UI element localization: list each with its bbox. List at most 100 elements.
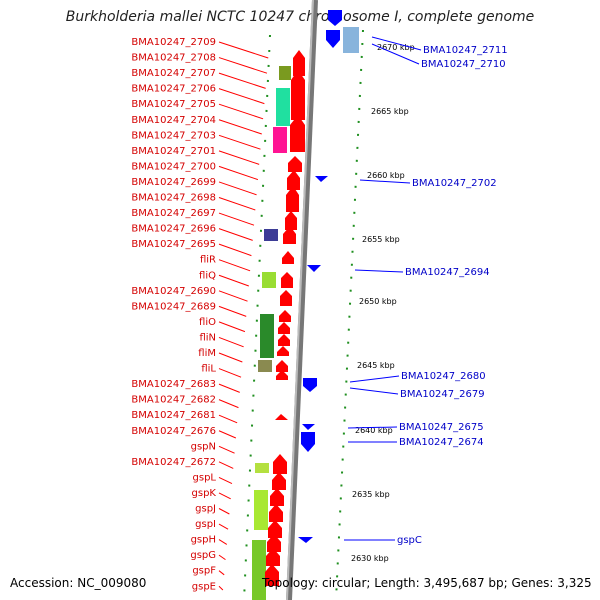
gene-label-leader xyxy=(218,212,255,226)
reverse-genes xyxy=(298,10,342,543)
gene-label-leader xyxy=(218,228,253,241)
gene-label-left: BMA10247_2696 xyxy=(131,224,216,235)
forward-gene xyxy=(273,454,287,474)
gene-label-leader xyxy=(218,259,251,272)
feature-bar xyxy=(276,88,290,126)
forward-gene xyxy=(279,310,291,322)
forward-gene xyxy=(267,534,281,552)
gene-label-leader xyxy=(218,41,269,59)
gene-label-left: fliL xyxy=(201,364,216,375)
gene-label-left: fliR xyxy=(200,255,216,266)
gene-label-leader xyxy=(218,383,240,393)
gene-label-left: fliO xyxy=(199,317,216,328)
reverse-gene xyxy=(302,424,315,430)
outer-guide xyxy=(335,29,364,600)
gene-label-leader xyxy=(218,508,230,515)
gene-label-leader xyxy=(218,103,264,120)
feature-bar xyxy=(262,272,276,288)
gene-label-leader xyxy=(371,43,420,65)
forward-gene xyxy=(276,370,288,380)
gene-label-leader xyxy=(349,375,400,383)
gene-label-right: BMA10247_2702 xyxy=(412,178,497,189)
gene-label-left: BMA10247_2697 xyxy=(131,208,216,219)
gene-label-left: BMA10247_2695 xyxy=(131,239,216,250)
gene-label-leader xyxy=(218,165,259,181)
gene-label-leader xyxy=(218,414,238,424)
gene-label-leader xyxy=(218,72,266,89)
forward-gene xyxy=(270,488,284,506)
forward-genes xyxy=(265,50,305,586)
forward-gene xyxy=(266,548,280,566)
forward-gene xyxy=(278,334,290,346)
gene-label-leader xyxy=(218,88,265,105)
forward-gene xyxy=(288,156,302,172)
gene-label-leader xyxy=(218,305,247,317)
gene-label-leader xyxy=(218,430,237,439)
reverse-gene xyxy=(307,265,321,272)
gene-label-left: BMA10247_2705 xyxy=(131,99,216,110)
gene-label-left: fliQ xyxy=(199,270,216,281)
gene-label-leader xyxy=(218,445,235,454)
feature-bar xyxy=(343,27,359,53)
reverse-gene xyxy=(326,30,340,48)
gene-label-left: gspL xyxy=(193,472,217,483)
gene-label-left: BMA10247_2690 xyxy=(131,286,216,297)
feature-bar xyxy=(258,360,272,372)
gene-label-left: gspK xyxy=(192,488,217,499)
left-gene-labels: BMA10247_2709 BMA10247_2708 BMA10247_2707 B… xyxy=(131,37,269,592)
gene-label-left: gspI xyxy=(195,519,216,530)
gene-label-left: BMA10247_2707 xyxy=(131,68,216,79)
feature-bar xyxy=(252,540,266,600)
gene-label-leader xyxy=(359,179,411,184)
chromosome-backbone xyxy=(286,0,318,600)
forward-gene xyxy=(280,290,292,306)
gene-label-leader xyxy=(218,492,231,500)
gene-label-right: BMA10247_2675 xyxy=(399,422,484,433)
kbp-tick-label: 2655 kbp xyxy=(362,235,400,244)
gene-label-left: BMA10247_2709 xyxy=(131,37,216,48)
gene-label-leader xyxy=(218,570,225,576)
gene-label-leader xyxy=(218,181,257,196)
reverse-gene xyxy=(303,378,317,392)
gene-label-leader xyxy=(218,539,228,545)
gene-label-left: BMA10247_2704 xyxy=(131,115,216,126)
gene-label-left: fliN xyxy=(199,332,216,343)
gene-label-left: gspN xyxy=(191,441,216,452)
gene-label-left: gspJ xyxy=(195,504,216,515)
kbp-tick-label: 2660 kbp xyxy=(367,171,405,180)
gene-label-left: BMA10247_2682 xyxy=(131,395,216,406)
gene-label-left: gspF xyxy=(192,566,216,577)
gene-label-leader xyxy=(218,336,244,348)
gene-label-leader xyxy=(218,197,256,211)
gene-label-leader xyxy=(218,476,233,485)
accession-label: Accession: NC_009080 xyxy=(10,576,147,590)
gene-label-left: BMA10247_2706 xyxy=(131,84,216,95)
feature-bar xyxy=(255,463,269,473)
kbp-tick-label: 2630 kbp xyxy=(351,554,389,563)
forward-gene xyxy=(281,272,293,288)
reverse-gene xyxy=(298,537,313,543)
forward-gene xyxy=(278,322,290,334)
gene-label-left: BMA10247_2681 xyxy=(131,410,216,421)
forward-gene xyxy=(277,346,289,356)
gene-label-left: gspH xyxy=(191,535,216,546)
gene-label-right: BMA10247_2711 xyxy=(423,45,508,56)
gene-label-left: BMA10247_2700 xyxy=(131,161,216,172)
gene-label-leader xyxy=(349,387,399,395)
forward-gene xyxy=(265,564,279,586)
reverse-gene xyxy=(301,432,315,452)
kbp-tick-label: 2650 kbp xyxy=(359,297,397,306)
reverse-gene xyxy=(328,10,342,26)
kbp-tick-label: 2665 kbp xyxy=(371,107,409,116)
gene-label-left: BMA10247_2676 xyxy=(131,426,216,437)
gene-label-left: BMA10247_2699 xyxy=(131,177,216,188)
forward-gene xyxy=(290,115,305,152)
gene-label-left: fliM xyxy=(198,348,216,359)
gene-label-leader xyxy=(218,150,260,165)
gene-label-left: BMA10247_2689 xyxy=(131,301,216,312)
gene-label-leader xyxy=(218,585,224,591)
kbp-tick-label: 2670 kbp xyxy=(377,43,415,52)
gene-label-leader xyxy=(218,57,268,74)
gene-label-leader xyxy=(218,352,243,363)
